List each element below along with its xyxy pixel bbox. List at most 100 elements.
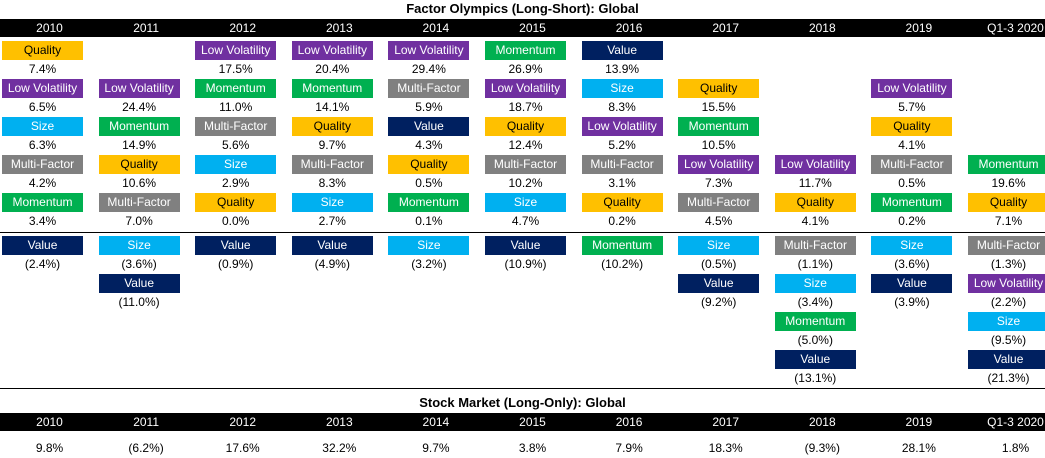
factor-value: 0.2%	[608, 214, 636, 228]
factor-label: Size	[388, 236, 470, 255]
factor-label: Momentum	[774, 312, 856, 331]
factor-label: Quality	[968, 193, 1045, 212]
factor-value: (1.3%)	[990, 257, 1027, 271]
factor-value: (4.9%)	[314, 257, 350, 271]
factor-label: Momentum	[2, 193, 83, 212]
factor-label: Low Volatility	[98, 79, 180, 98]
market-year-2019: 2019	[905, 415, 933, 429]
factor-label: Quality	[388, 155, 470, 174]
factor-value: (2.4%)	[24, 257, 61, 271]
factor-value: 7.0%	[125, 214, 153, 228]
factor-value: 29.4%	[411, 62, 446, 76]
factor-value: (3.2%)	[411, 257, 447, 271]
factor-value: 19.6%	[991, 176, 1026, 190]
factor-value: 5.9%	[415, 100, 443, 114]
factor-value: 8.3%	[608, 100, 636, 114]
factor-year-q1-3-2020: Q1-3 2020	[987, 21, 1044, 35]
factor-value: 2.7%	[318, 214, 346, 228]
factor-value: 10.2%	[508, 176, 543, 190]
factor-value: 4.5%	[705, 214, 733, 228]
factor-label: Low Volatility	[871, 79, 953, 98]
factor-label: Momentum	[388, 193, 470, 212]
factor-value: (10.2%)	[601, 257, 644, 271]
factor-value: 4.2%	[28, 176, 57, 190]
factor-value: 11.7%	[798, 176, 832, 190]
factor-value: 4.1%	[898, 138, 926, 152]
factor-label: Quality	[678, 79, 760, 98]
factor-label: Momentum	[485, 41, 566, 60]
factor-value: 20.4%	[315, 62, 350, 76]
factor-label: Low Volatility	[388, 41, 470, 60]
market-value-2019: 28.1%	[901, 441, 936, 455]
factor-label: Quality	[871, 117, 953, 136]
factor-label: Value	[2, 236, 83, 255]
market-value-2012: 17.6%	[225, 441, 260, 455]
factor-value: 14.9%	[122, 138, 157, 152]
market-year-2018: 2018	[808, 415, 836, 429]
factor-value: 10.6%	[122, 176, 157, 190]
factor-label: Size	[968, 312, 1045, 331]
factor-label: Value	[968, 350, 1045, 369]
factor-label: Multi-Factor	[195, 117, 277, 136]
factor-label: Low Volatility	[774, 155, 856, 174]
factor-label: Low Volatility	[2, 79, 83, 98]
factor-label: Size	[98, 236, 180, 255]
factor-value: 12.4%	[508, 138, 543, 152]
market-year-2012: 2012	[229, 415, 257, 429]
factor-label: Multi-Factor	[581, 155, 663, 174]
market-year-2011: 2011	[133, 415, 159, 429]
market-chart-title: Stock Market (Long-Only): Global	[419, 395, 626, 410]
factor-year-2013: 2013	[325, 21, 353, 35]
factor-value: (0.9%)	[218, 257, 254, 271]
factor-value: 0.5%	[415, 176, 443, 190]
market-value-2015: 3.8%	[518, 441, 547, 455]
factor-label: Multi-Factor	[485, 155, 566, 174]
factor-value: 17.5%	[218, 62, 253, 76]
factor-label: Size	[581, 79, 663, 98]
factor-label: Multi-Factor	[678, 193, 760, 212]
factor-label: Momentum	[871, 193, 953, 212]
factor-label: Size	[2, 117, 83, 136]
factor-label: Quality	[98, 155, 180, 174]
zero-separator-line	[0, 232, 1045, 233]
factor-label: Low Volatility	[678, 155, 760, 174]
factor-label: Momentum	[968, 155, 1045, 174]
factor-label: Momentum	[678, 117, 760, 136]
factor-year-2015: 2015	[519, 21, 546, 35]
factor-value: 14.1%	[315, 100, 350, 114]
market-value-2014: 9.7%	[422, 441, 450, 455]
factor-label: Size	[195, 155, 277, 174]
factor-value: (9.2%)	[701, 295, 737, 309]
factor-value: (1.1%)	[797, 257, 833, 271]
factor-value: 13.9%	[605, 62, 640, 76]
factor-value: 10.5%	[701, 138, 736, 152]
factor-value: (0.5%)	[701, 257, 737, 271]
factor-label: Low Volatility	[485, 79, 566, 98]
factor-value: (11.0%)	[118, 295, 160, 309]
factor-label: Quality	[2, 41, 83, 60]
factor-value: 0.0%	[222, 214, 250, 228]
factor-label: Low Volatility	[195, 41, 277, 60]
factor-value: 3.4%	[28, 214, 57, 228]
factor-chart-title: Factor Olympics (Long-Short): Global	[406, 1, 639, 16]
factor-label: Value	[581, 41, 663, 60]
factor-value: (3.9%)	[894, 295, 930, 309]
market-year-2010: 2010	[36, 415, 63, 429]
factor-label: Size	[678, 236, 760, 255]
factor-value: 7.4%	[28, 62, 57, 76]
factor-year-2010: 2010	[36, 21, 63, 35]
factor-label: Size	[774, 274, 856, 293]
factor-value: 18.7%	[508, 100, 543, 114]
factor-label: Momentum	[98, 117, 180, 136]
market-year-2013: 2013	[325, 415, 353, 429]
factor-value: 7.1%	[994, 214, 1023, 228]
market-value-q1-3-2020: 1.8%	[1001, 441, 1030, 455]
factor-value: 5.2%	[608, 138, 636, 152]
factor-year-2017: 2017	[712, 21, 740, 35]
market-year-2015: 2015	[519, 415, 546, 429]
factor-label: Multi-Factor	[871, 155, 953, 174]
factor-label: Multi-Factor	[291, 155, 373, 174]
market-value-2011: (6.2%)	[128, 441, 164, 455]
factor-label: Size	[871, 236, 953, 255]
factor-label: Low Volatility	[968, 274, 1045, 293]
